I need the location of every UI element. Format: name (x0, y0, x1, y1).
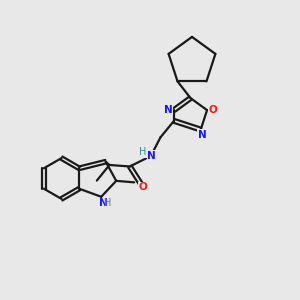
Text: H: H (104, 198, 112, 208)
Text: N: N (99, 198, 108, 208)
Text: N: N (147, 151, 156, 161)
Text: H: H (139, 147, 146, 158)
Text: O: O (139, 182, 147, 193)
Text: O: O (208, 104, 217, 115)
Text: N: N (164, 104, 173, 115)
Text: N: N (198, 130, 207, 140)
